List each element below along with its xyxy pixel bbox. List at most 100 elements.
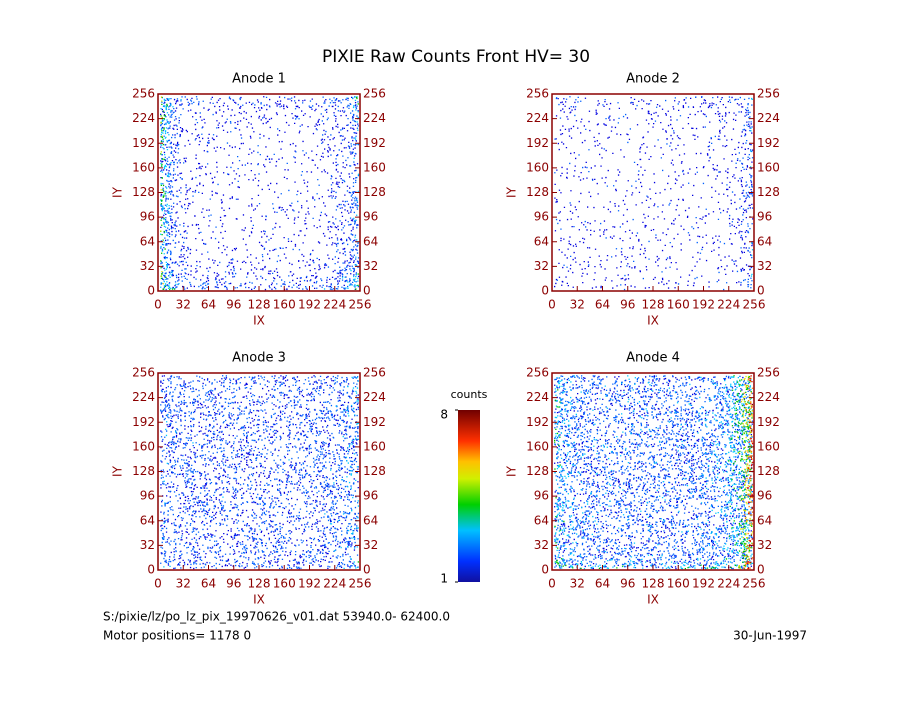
x-tick-label: 224 xyxy=(323,577,346,591)
y-tick-label: 192 xyxy=(526,415,549,429)
x-tick-label: 160 xyxy=(273,577,296,591)
y-tick-label-right: 128 xyxy=(363,185,386,199)
speckle xyxy=(554,375,754,570)
y-tick-label-right: 96 xyxy=(757,489,772,503)
x-axis-label: IX xyxy=(647,314,659,328)
file-info: S:/pixie/lz/po_lz_pix_19970626_v01.dat 5… xyxy=(103,610,450,624)
x-tick-label: 256 xyxy=(743,577,766,591)
panel-title: Anode 4 xyxy=(626,351,680,366)
y-tick-label: 96 xyxy=(140,489,155,503)
y-tick-label: 256 xyxy=(132,366,155,380)
y-tick-label: 192 xyxy=(132,136,155,150)
y-tick-label-right: 192 xyxy=(757,415,780,429)
y-tick-label: 128 xyxy=(132,464,155,478)
y-tick-label-right: 224 xyxy=(757,111,780,125)
y-tick-label-right: 160 xyxy=(363,160,386,174)
x-tick-label: 32 xyxy=(570,577,585,591)
y-tick-label-right: 96 xyxy=(363,210,378,224)
x-tick-label: 224 xyxy=(717,577,740,591)
y-tick-label: 32 xyxy=(140,259,155,273)
date: 30-Jun-1997 xyxy=(733,629,807,643)
y-tick-label-right: 0 xyxy=(757,284,765,298)
y-tick-label: 160 xyxy=(132,160,155,174)
colorbar-tick-label: 8 xyxy=(440,408,448,422)
y-tick-label-right: 64 xyxy=(757,513,772,527)
y-tick-label-right: 64 xyxy=(363,513,378,527)
y-tick-label: 128 xyxy=(132,185,155,199)
y-tick-label: 128 xyxy=(526,464,549,478)
y-axis-label: IY xyxy=(111,186,125,198)
speckle xyxy=(160,375,360,570)
y-tick-label-right: 224 xyxy=(757,390,780,404)
y-tick-label: 0 xyxy=(541,284,549,298)
y-tick-label-right: 256 xyxy=(757,87,780,101)
x-tick-label: 256 xyxy=(349,298,372,312)
y-tick-label-right: 160 xyxy=(363,439,386,453)
y-tick-label-right: 0 xyxy=(363,284,371,298)
y-tick-label: 32 xyxy=(534,538,549,552)
x-axis-label: IX xyxy=(253,593,265,607)
x-tick-label: 160 xyxy=(667,298,690,312)
y-tick-label-right: 192 xyxy=(363,136,386,150)
y-tick-label-right: 32 xyxy=(757,538,772,552)
x-tick-label: 192 xyxy=(692,577,715,591)
panel-title: Anode 3 xyxy=(232,351,286,366)
y-tick-label-right: 192 xyxy=(363,415,386,429)
y-tick-label-right: 64 xyxy=(757,234,772,248)
x-tick-label: 64 xyxy=(201,577,216,591)
x-tick-label: 256 xyxy=(743,298,766,312)
y-tick-label-right: 128 xyxy=(363,464,386,478)
y-tick-label: 32 xyxy=(534,259,549,273)
x-tick-label: 128 xyxy=(248,577,271,591)
y-tick-label: 160 xyxy=(132,439,155,453)
y-tick-label: 192 xyxy=(526,136,549,150)
y-tick-label: 256 xyxy=(526,87,549,101)
x-tick-label: 128 xyxy=(642,577,665,591)
speckle xyxy=(160,96,360,291)
x-tick-label: 256 xyxy=(349,577,372,591)
x-tick-label: 96 xyxy=(620,298,635,312)
y-tick-label-right: 160 xyxy=(757,439,780,453)
y-tick-label: 224 xyxy=(132,390,155,404)
x-axis-label: IX xyxy=(647,593,659,607)
x-tick-label: 0 xyxy=(548,577,556,591)
y-tick-label: 192 xyxy=(132,415,155,429)
x-axis-label: IX xyxy=(253,314,265,328)
y-axis-label: IY xyxy=(111,465,125,477)
x-tick-label: 0 xyxy=(548,298,556,312)
y-tick-label-right: 0 xyxy=(363,563,371,577)
y-tick-label-right: 128 xyxy=(757,185,780,199)
y-tick-label-right: 0 xyxy=(757,563,765,577)
y-axis-label: IY xyxy=(505,186,519,198)
x-tick-label: 0 xyxy=(154,577,162,591)
y-tick-label: 96 xyxy=(140,210,155,224)
y-tick-label: 224 xyxy=(132,111,155,125)
speckle xyxy=(357,561,359,563)
y-tick-label-right: 160 xyxy=(757,160,780,174)
colorbar xyxy=(458,410,480,582)
y-tick-label: 64 xyxy=(534,513,549,527)
x-tick-label: 128 xyxy=(248,298,271,312)
y-tick-label-right: 32 xyxy=(363,538,378,552)
y-tick-label: 64 xyxy=(534,234,549,248)
figure-title: PIXIE Raw Counts Front HV= 30 xyxy=(322,47,590,67)
y-tick-label: 0 xyxy=(147,284,155,298)
x-tick-label: 64 xyxy=(595,298,610,312)
x-tick-label: 128 xyxy=(642,298,665,312)
x-tick-label: 192 xyxy=(298,577,321,591)
y-tick-label: 96 xyxy=(534,210,549,224)
y-tick-label: 256 xyxy=(526,366,549,380)
y-tick-label: 160 xyxy=(526,439,549,453)
x-tick-label: 32 xyxy=(176,298,191,312)
y-tick-label: 32 xyxy=(140,538,155,552)
y-tick-label-right: 224 xyxy=(363,390,386,404)
y-tick-label-right: 128 xyxy=(757,464,780,478)
x-tick-label: 160 xyxy=(667,577,690,591)
y-tick-label: 0 xyxy=(147,563,155,577)
y-tick-label-right: 96 xyxy=(757,210,772,224)
x-tick-label: 160 xyxy=(273,298,296,312)
y-tick-label-right: 32 xyxy=(757,259,772,273)
y-tick-label: 224 xyxy=(526,111,549,125)
